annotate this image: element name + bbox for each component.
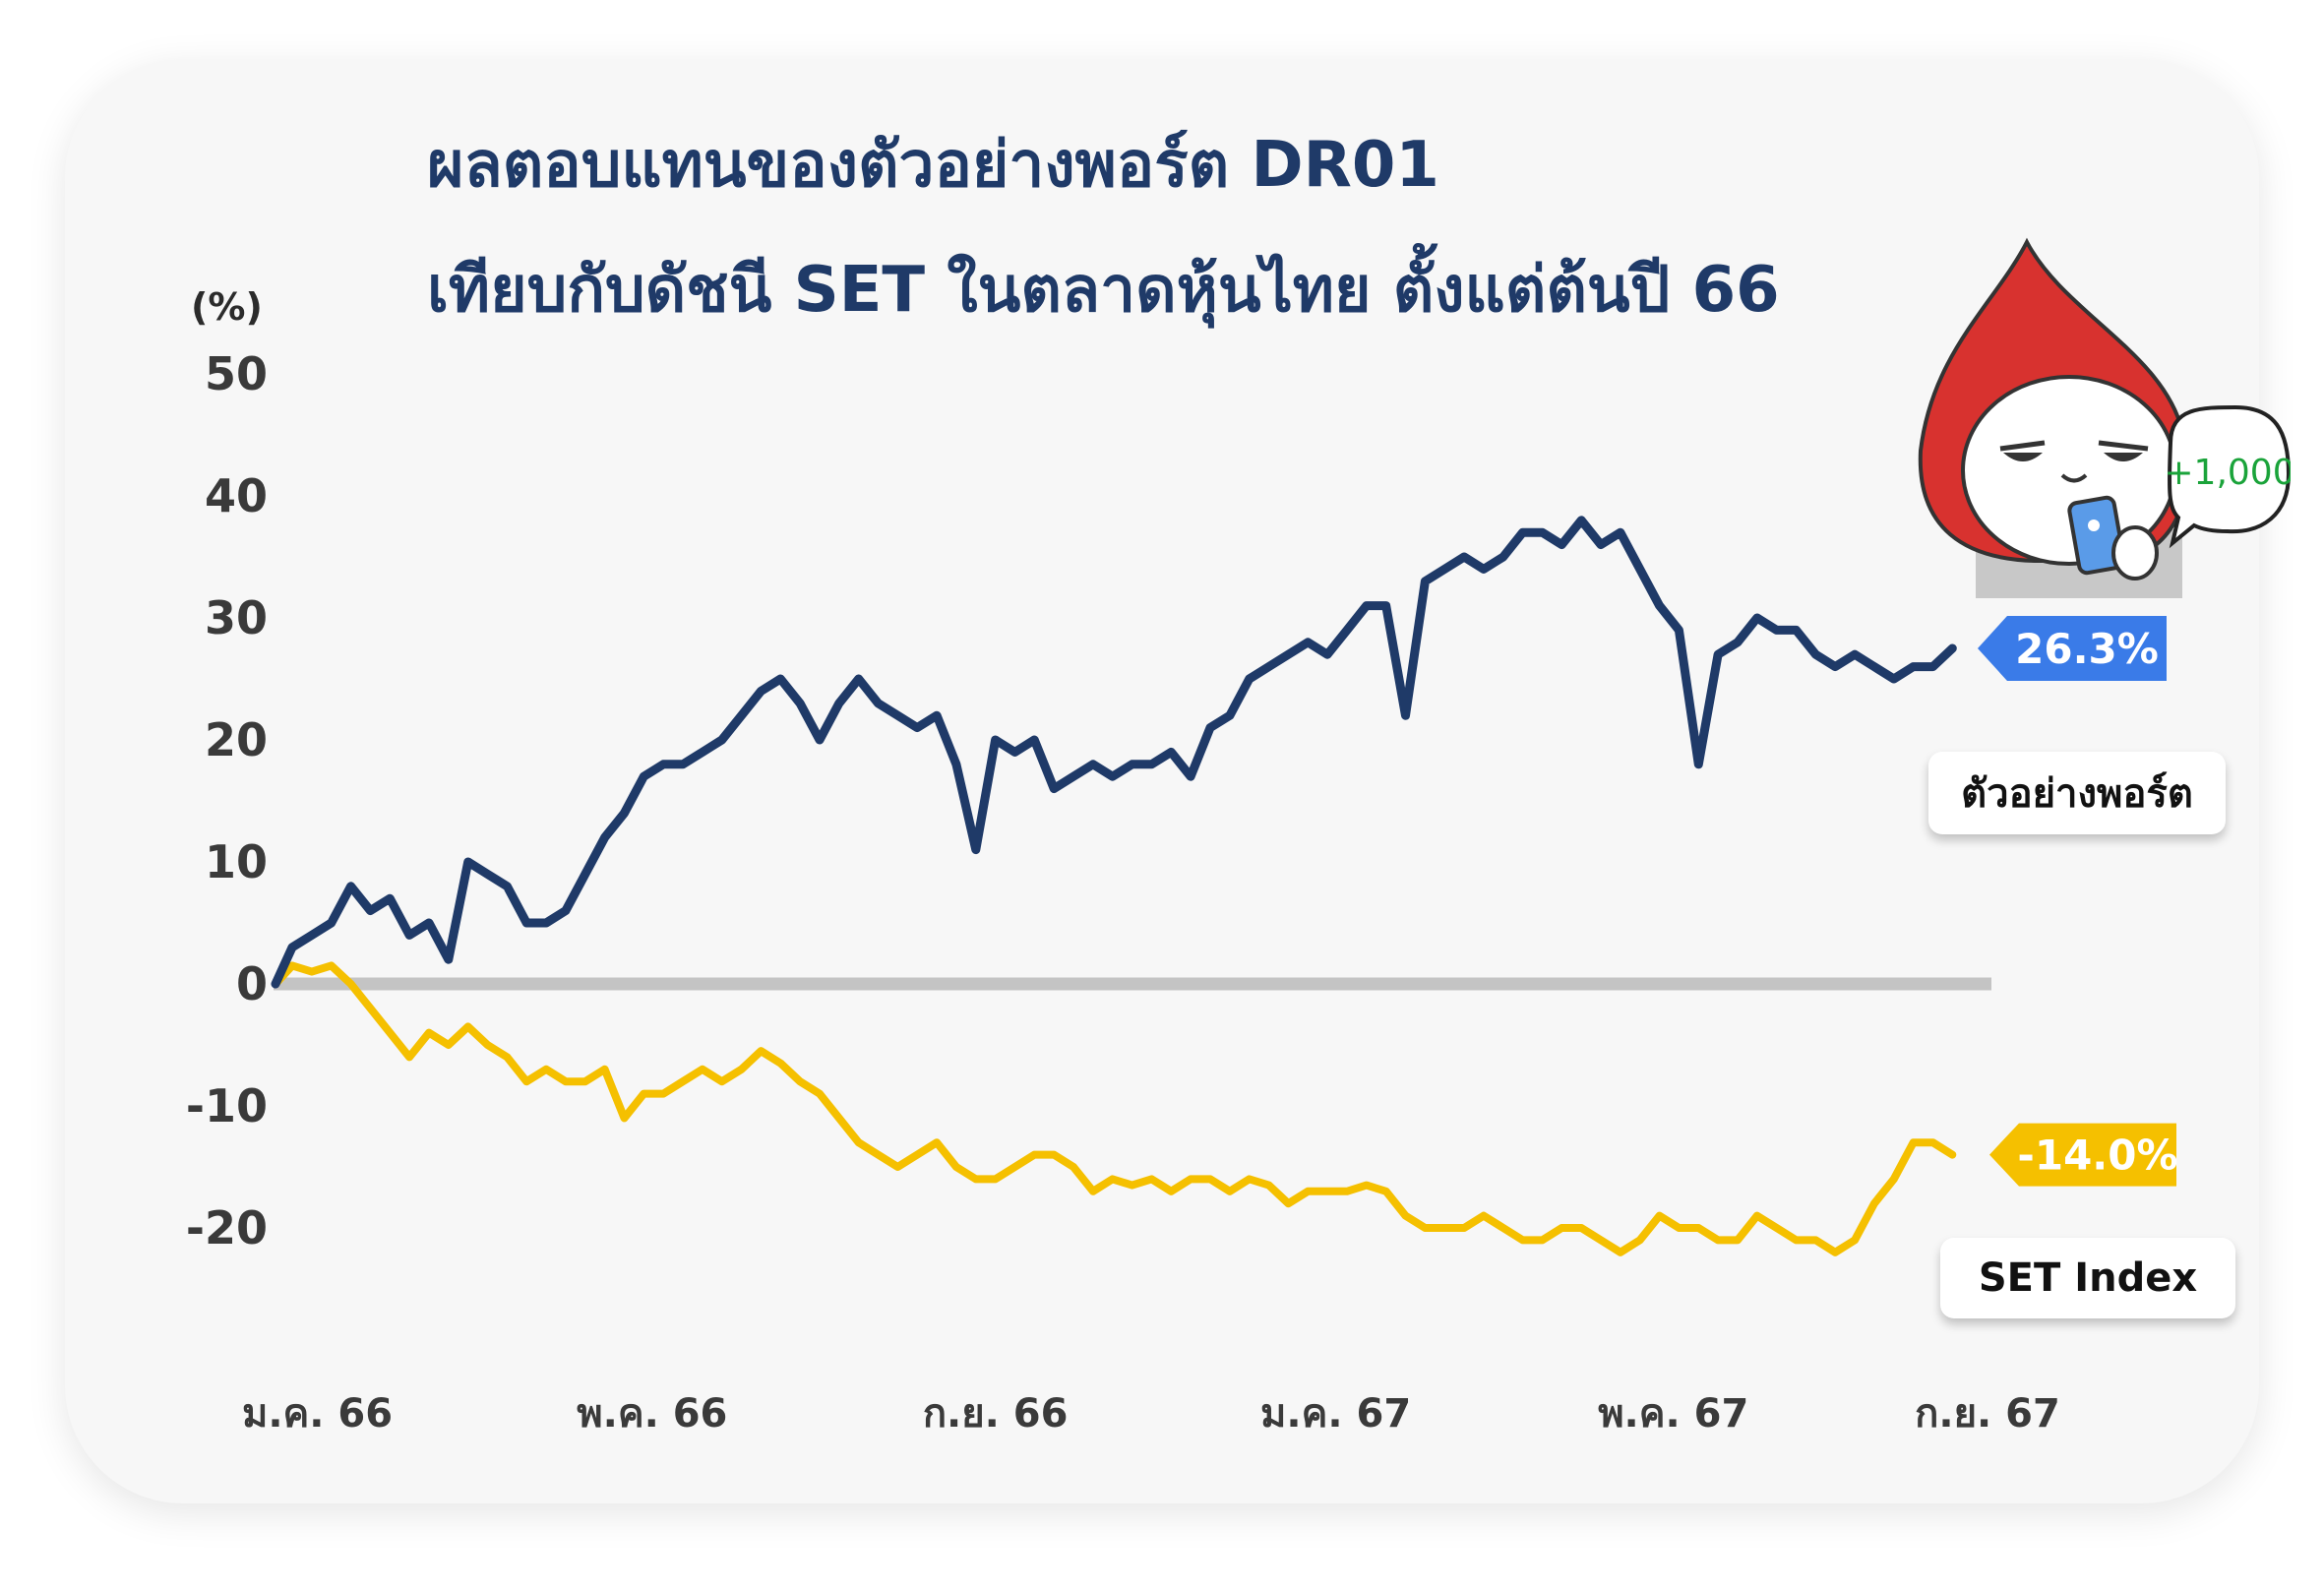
y-tick-label: 10 xyxy=(205,835,268,888)
legend-set-index: SET Index xyxy=(1940,1238,2235,1318)
y-tick-label: 0 xyxy=(236,957,268,1010)
y-tick-label: 40 xyxy=(205,469,268,522)
x-tick-label: ก.ย. 67 xyxy=(1915,1391,2060,1437)
portfolio-end-value: 26.3% xyxy=(2015,625,2159,673)
x-tick-label: ม.ค. 66 xyxy=(242,1391,393,1437)
mascot-bubble-text: +1,000 xyxy=(2164,453,2291,493)
x-axis-ticks: ม.ค. 66 พ.ค. 66 ก.ย. 66 ม.ค. 67 พ.ค. 67 ก.ย. … xyxy=(242,1391,2060,1437)
set-tag-shape xyxy=(1989,1123,2176,1187)
set-index-line xyxy=(272,961,1957,1256)
portfolio-line xyxy=(271,516,1957,989)
red-hood-character-holding-phone-icon: +1,000 xyxy=(1917,234,2295,598)
chart-title-line-1: ผลตอบแทนของตัวอย่างพอร์ต DR01 xyxy=(427,129,1439,202)
y-tick-label: 30 xyxy=(205,591,268,644)
set-end-value: -14.0% xyxy=(2017,1131,2177,1180)
y-axis-unit-label: (%) xyxy=(191,285,263,329)
y-tick-label: -20 xyxy=(186,1201,268,1254)
y-tick-label: 50 xyxy=(205,347,268,400)
x-tick-label: พ.ค. 67 xyxy=(1598,1391,1748,1437)
chart-card xyxy=(65,59,2259,1503)
portfolio-end-value-tag: 26.3% xyxy=(1978,616,2167,681)
chart-title-line-2: เทียบกับดัชนี SET ในตลาดหุ้นไทย ตั้งแต่ต… xyxy=(427,254,1780,327)
x-tick-label: ก.ย. 66 xyxy=(923,1391,1069,1437)
y-tick-label: 20 xyxy=(205,713,268,766)
x-tick-label: พ.ค. 66 xyxy=(577,1391,727,1437)
portfolio-tag-shape xyxy=(1978,616,2167,681)
legend-portfolio: ตัวอย่างพอร์ต xyxy=(1928,752,2226,834)
set-end-value-tag: -14.0% xyxy=(1989,1123,2178,1187)
y-tick-label: -10 xyxy=(186,1079,268,1132)
x-tick-label: ม.ค. 67 xyxy=(1260,1391,1411,1437)
y-axis-ticks: 50 40 30 20 10 0 -10 -20 xyxy=(186,347,268,1254)
